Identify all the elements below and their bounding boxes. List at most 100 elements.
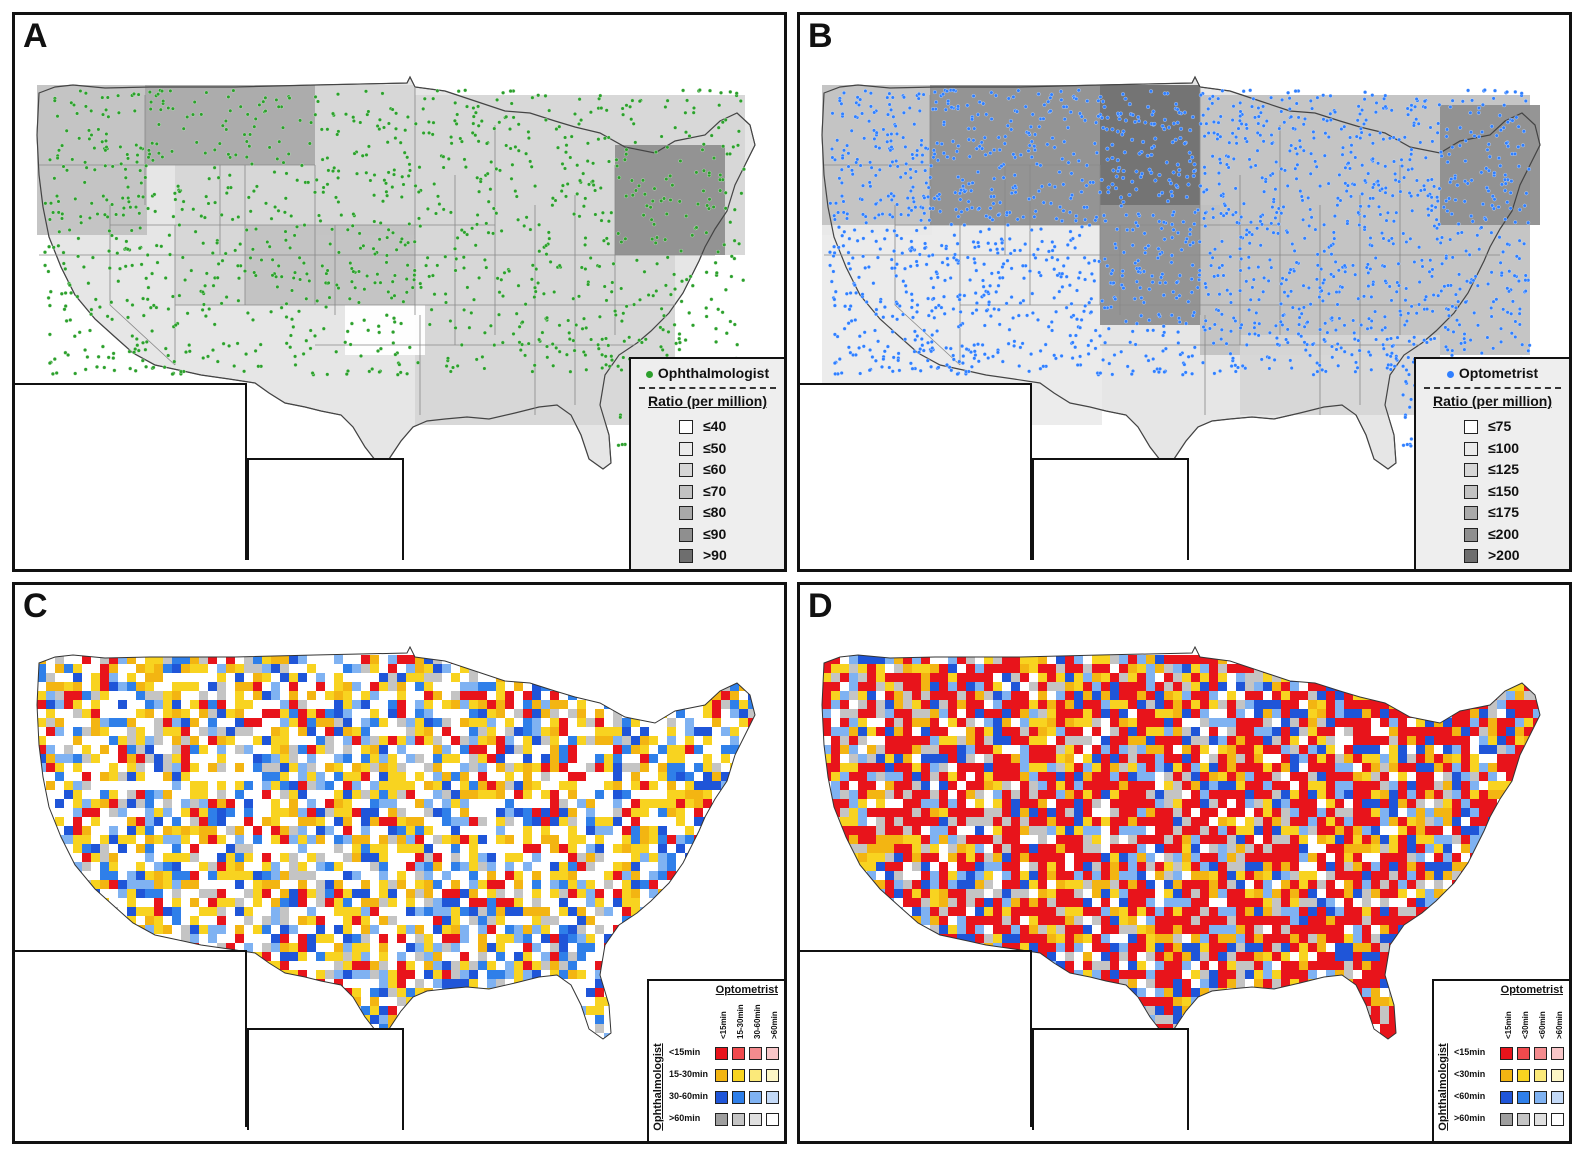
legend-cell <box>766 1069 779 1082</box>
legend-cell <box>766 1113 779 1126</box>
bivariate-legend: Optometrist Ophthalmologist <15min <30min… <box>1432 979 1569 1141</box>
legend-class-label: ≤100 <box>1488 439 1520 456</box>
legend-class-label: ≤60 <box>703 461 727 477</box>
legend-column-title: Optometrist <box>715 984 778 996</box>
legend-cell <box>749 1113 762 1126</box>
legend-class-label: ≤150 <box>1488 482 1520 499</box>
legend-column-label: <30min <box>1521 1011 1530 1039</box>
legend-class-label: ≤70 <box>703 482 727 499</box>
legend-cell <box>1534 1091 1547 1104</box>
legend-subtitle: Ratio (per million) <box>648 393 767 409</box>
legend-cell <box>1534 1047 1547 1060</box>
panel-a-ophthalmologist-ratio: A Ophthalmologist Ratio (per million) ≤4… <box>12 12 787 572</box>
legend-class-label: ≤125 <box>1488 461 1520 477</box>
legend-class-label: ≤50 <box>703 439 727 456</box>
panel-c-drive-time-bivariate: C Optometrist Ophthalmologist <15min 15-3… <box>12 582 787 1144</box>
legend-swatch <box>1464 527 1478 542</box>
legend-cell <box>732 1047 745 1060</box>
legend-cell <box>715 1069 728 1082</box>
ratio-legend: Optometrist Ratio (per million) ≤75 ≤100 ≤… <box>1414 357 1569 569</box>
legend-cell <box>715 1091 728 1104</box>
legend-divider <box>1424 387 1561 389</box>
legend-cell <box>749 1091 762 1104</box>
legend-class-label: ≤175 <box>1488 504 1520 520</box>
legend-cell <box>1517 1091 1530 1104</box>
legend-row-label: <15min <box>669 1047 701 1057</box>
bivariate-legend: Optometrist Ophthalmologist <15min 15-30m… <box>647 979 784 1141</box>
legend-column-label: <15min <box>719 1011 728 1039</box>
legend-cell <box>1500 1047 1513 1060</box>
hawaii-inset <box>247 1028 404 1130</box>
legend-row-label: <15min <box>1454 1047 1486 1057</box>
legend-swatch <box>1464 484 1478 499</box>
legend-row-label: 15-30min <box>669 1069 709 1079</box>
legend-class-label: ≤75 <box>1488 418 1512 434</box>
legend-row-title: Ophthalmologist <box>1437 1043 1449 1131</box>
legend-column-title: Optometrist <box>1500 984 1563 996</box>
legend-swatch <box>1464 549 1478 563</box>
panel-b-optometrist-ratio: B Optometrist Ratio (per million) ≤75 ≤10… <box>797 12 1572 572</box>
legend-swatch <box>1464 506 1478 520</box>
legend-row-label: <30min <box>1454 1069 1486 1079</box>
legend-cell <box>1517 1047 1530 1060</box>
legend-cell <box>732 1113 745 1126</box>
legend-title: Optometrist <box>1458 365 1539 381</box>
alaska-inset <box>800 950 1032 1127</box>
legend-column-label: >60min <box>770 1011 779 1039</box>
legend-cell <box>1534 1113 1547 1126</box>
legend-title: Ophthalmologist <box>657 365 770 381</box>
legend-row-title: Ophthalmologist <box>652 1043 664 1131</box>
legend-cell <box>1517 1113 1530 1126</box>
legend-swatch <box>1464 463 1478 477</box>
legend-cell <box>715 1113 728 1126</box>
legend-row-label: >60min <box>1454 1113 1486 1123</box>
legend-cell <box>749 1047 762 1060</box>
hawaii-inset <box>1032 1028 1189 1130</box>
ratio-legend: Ophthalmologist Ratio (per million) ≤40 ≤… <box>629 357 784 569</box>
legend-cell <box>1500 1091 1513 1104</box>
legend-column-label: 15-30min <box>736 1004 745 1039</box>
legend-row-label: <60min <box>1454 1091 1486 1101</box>
legend-cell <box>1551 1047 1564 1060</box>
legend-cell <box>1551 1069 1564 1082</box>
alaska-inset <box>15 950 247 1127</box>
legend-divider <box>639 387 776 389</box>
legend-cell <box>1500 1069 1513 1082</box>
legend-class-label: >200 <box>1488 547 1520 563</box>
legend-cell <box>715 1047 728 1060</box>
legend-swatch <box>679 463 693 477</box>
legend-subtitle: Ratio (per million) <box>1433 393 1552 409</box>
legend-cell <box>1517 1069 1530 1082</box>
legend-cell <box>1500 1113 1513 1126</box>
legend-swatch <box>1464 441 1478 456</box>
legend-row-label: >60min <box>669 1113 701 1123</box>
legend-row-label: 30-60min <box>669 1091 709 1101</box>
legend-cell <box>749 1069 762 1082</box>
legend-swatch <box>679 441 693 456</box>
legend-column-label: 30-60min <box>753 1004 762 1039</box>
legend-class-label: ≤80 <box>703 504 727 520</box>
alaska-inset <box>800 383 1032 560</box>
legend-cell <box>732 1091 745 1104</box>
legend-column-label: <60min <box>1538 1011 1547 1039</box>
panel-letter: B <box>808 17 833 55</box>
panel-d-drive-time-bivariate: D Optometrist Ophthalmologist <15min <30m… <box>797 582 1572 1144</box>
legend-column-label: <15min <box>1504 1011 1513 1039</box>
optometrist-dot-icon <box>1446 370 1454 378</box>
legend-cell <box>732 1069 745 1082</box>
legend-swatch <box>679 527 693 542</box>
legend-cell <box>766 1091 779 1104</box>
alaska-inset <box>15 383 247 560</box>
panel-letter: C <box>23 587 48 625</box>
legend-cell <box>1534 1069 1547 1082</box>
legend-class-label: ≤200 <box>1488 525 1520 542</box>
legend-swatch <box>1464 420 1478 434</box>
ophthalmologist-dot-icon <box>645 370 653 378</box>
panel-letter: D <box>808 587 833 625</box>
legend-class-label: ≤40 <box>703 418 727 434</box>
legend-swatch <box>679 506 693 520</box>
hawaii-inset <box>247 458 404 560</box>
legend-cell <box>1551 1091 1564 1104</box>
legend-column-label: >60min <box>1555 1011 1564 1039</box>
legend-swatch <box>679 484 693 499</box>
